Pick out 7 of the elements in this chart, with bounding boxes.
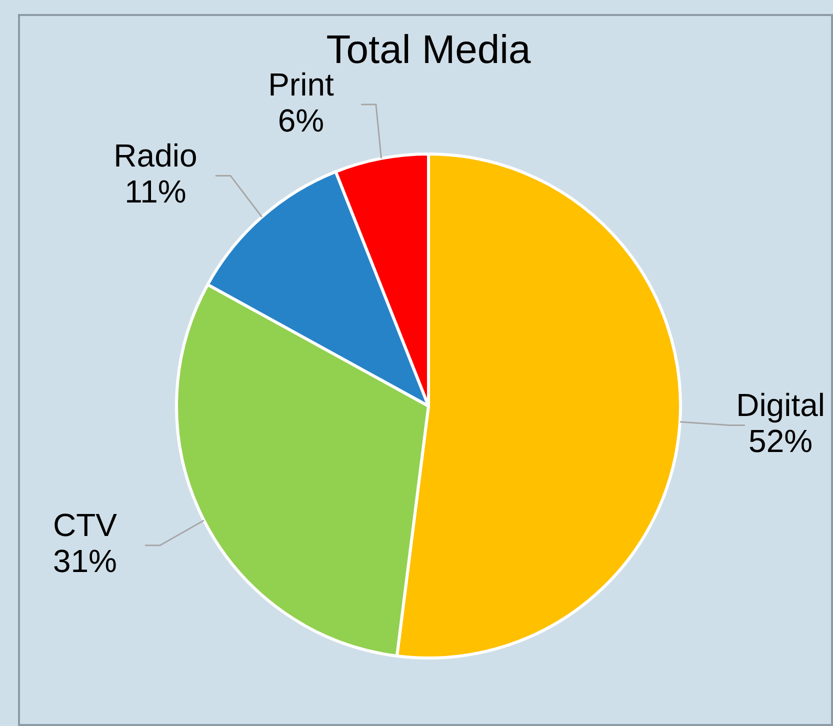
data-label: 52% xyxy=(748,423,813,460)
data-label: 31% xyxy=(52,543,117,580)
slice-label: Digital xyxy=(736,387,825,424)
data-label: 6% xyxy=(278,102,324,138)
slice-label: Radio xyxy=(114,138,198,174)
slice-label: CTV xyxy=(52,507,118,544)
data-label: 11% xyxy=(124,174,186,210)
